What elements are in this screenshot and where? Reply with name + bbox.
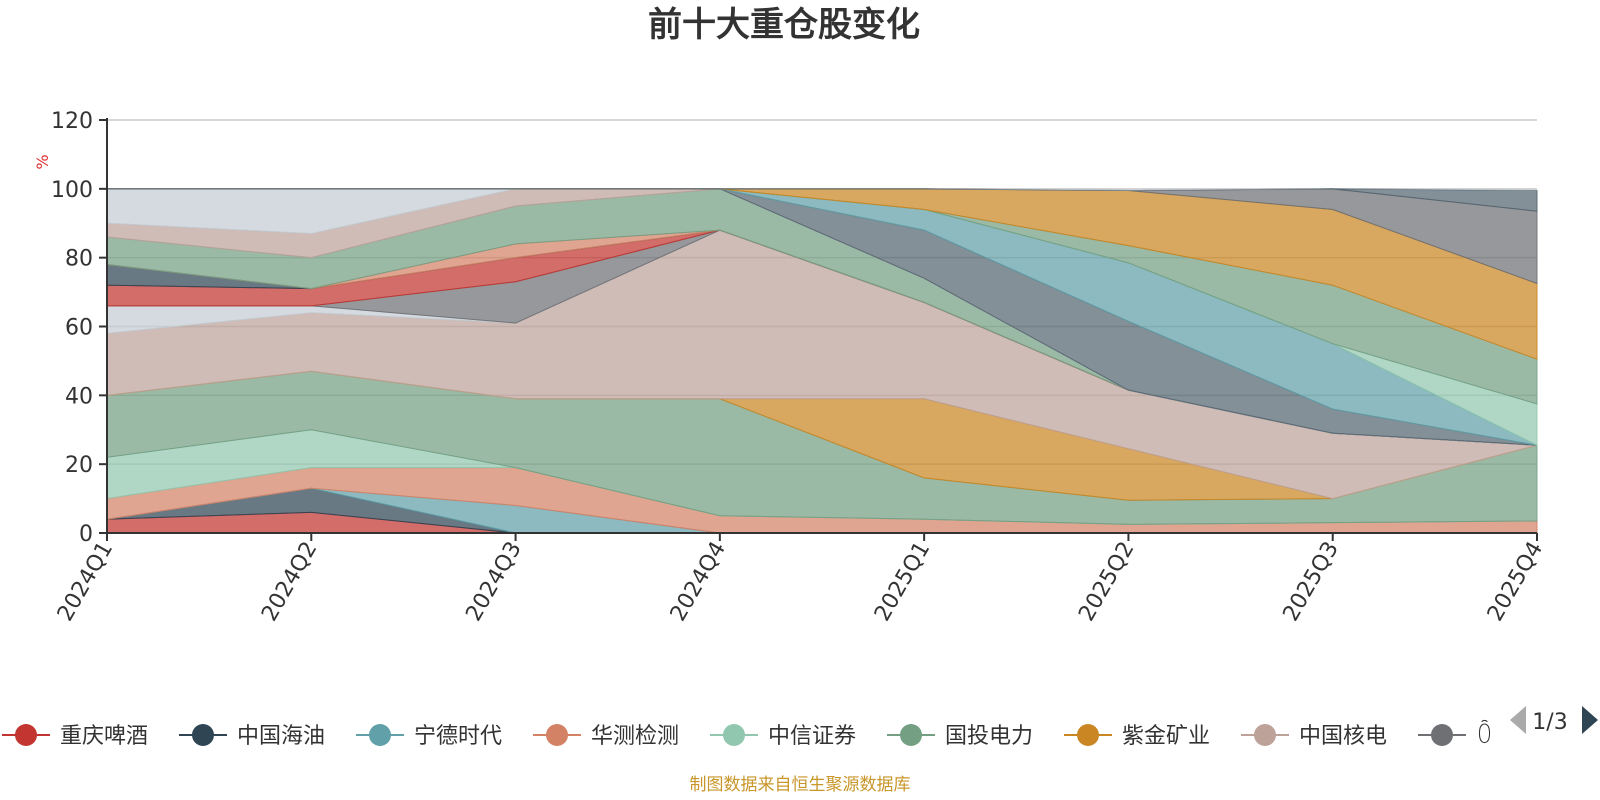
legend-item-中信证券[interactable]: 中信证券: [710, 724, 856, 749]
legend-label: 中国核电: [1299, 724, 1387, 749]
area-海外股票H: [107, 188, 1538, 212]
area-series: [106, 188, 1538, 534]
y-tick-label-60: 60: [65, 316, 93, 341]
y-tick-label-100: 100: [51, 178, 93, 203]
legend-item-华测检测[interactable]: 华测检测: [533, 724, 679, 749]
chart-title: 前十大重仓股变化: [648, 5, 920, 45]
legend-item-ꄱ[interactable]: ꄱ: [1418, 719, 1493, 749]
x-tick-label-2024Q4: 2024Q4: [666, 538, 731, 626]
source-note: 制图数据来自恒生聚源数据库: [690, 775, 911, 795]
legend-item-中国海油[interactable]: 中国海油: [179, 724, 325, 749]
pager-page-indicator: 1/3: [1532, 710, 1567, 735]
legend-circle-icon: [369, 724, 391, 746]
legend-circle-icon: [192, 724, 214, 746]
legend-circle-icon: [15, 724, 37, 746]
legend-label: 重庆啤酒: [60, 724, 148, 749]
pager-prev-icon[interactable]: [1510, 706, 1526, 734]
legend-circle-icon: [1254, 724, 1276, 746]
x-tick-label-2024Q1: 2024Q1: [53, 538, 118, 626]
legend-pager[interactable]: 1/3: [1510, 706, 1598, 735]
legend-label: 紫金矿业: [1122, 724, 1210, 749]
legend-label: 国投电力: [945, 724, 1033, 749]
legend-item-重庆啤酒[interactable]: 重庆啤酒: [2, 724, 148, 749]
legend-item-宁德时代[interactable]: 宁德时代: [356, 724, 502, 749]
y-tick-label-40: 40: [65, 384, 93, 409]
x-tick-label-2024Q2: 2024Q2: [257, 538, 322, 626]
pager-next-icon[interactable]: [1582, 706, 1598, 734]
legend-circle-icon: [900, 724, 922, 746]
legend-label: 中信证券: [768, 724, 856, 749]
legend-item-紫金矿业[interactable]: 紫金矿业: [1064, 724, 1210, 749]
legend-label: 华测检测: [591, 724, 679, 749]
y-tick-label-0: 0: [79, 522, 93, 547]
y-tick-label-120: 120: [51, 109, 93, 134]
legend-circle-icon: [546, 724, 568, 746]
legend-label: 中国海油: [237, 724, 325, 749]
legend-item-中国核电[interactable]: 中国核电: [1241, 724, 1387, 749]
legend[interactable]: 重庆啤酒 中国海油 宁德时代 华测检测 中信证券 国投电力 紫金矿业 中国核电 ꄱ: [2, 719, 1493, 749]
legend-item-国投电力[interactable]: 国投电力: [887, 724, 1033, 749]
x-tick-label-2025Q2: 2025Q2: [1074, 538, 1139, 626]
x-tick-label-2025Q3: 2025Q3: [1279, 538, 1344, 626]
legend-circle-icon: [1431, 724, 1453, 746]
x-tick-label-2025Q4: 2025Q4: [1483, 538, 1548, 626]
area-remainder: [107, 188, 1537, 191]
x-tick-label-2025Q1: 2025Q1: [870, 538, 935, 626]
legend-circle-icon: [723, 724, 745, 746]
y-tick-label-20: 20: [65, 453, 93, 478]
legend-label: 宁德时代: [414, 724, 502, 749]
legend-circle-icon: [1077, 724, 1099, 746]
y-axis-unit: %: [33, 154, 52, 169]
x-tick-label-2024Q3: 2024Q3: [461, 538, 526, 626]
y-tick-label-80: 80: [65, 247, 93, 272]
legend-label: ꄱ: [1476, 719, 1493, 749]
